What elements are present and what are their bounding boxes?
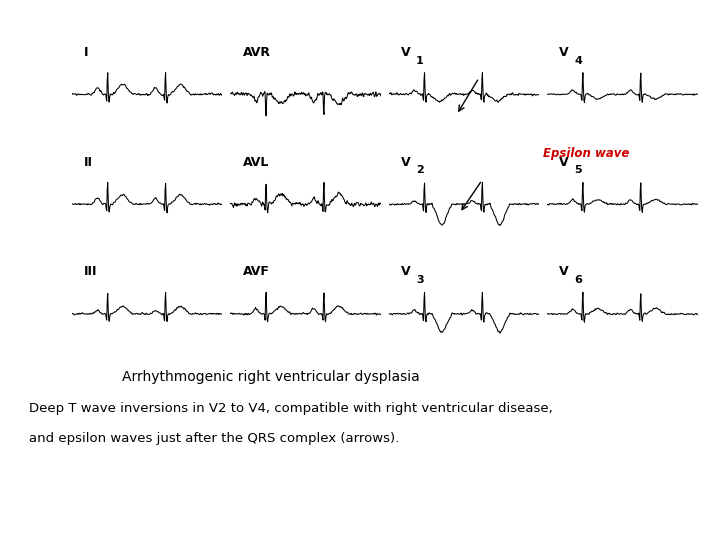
Text: and epsilon waves just after the QRS complex (arrows).: and epsilon waves just after the QRS com… xyxy=(29,432,399,445)
Text: I: I xyxy=(84,46,89,59)
Text: Arrhythmogenic right ventricular dysplasia: Arrhythmogenic right ventricular dysplas… xyxy=(122,370,420,384)
Text: V: V xyxy=(559,266,569,279)
Text: V: V xyxy=(401,46,410,59)
Text: III: III xyxy=(84,266,97,279)
Text: V: V xyxy=(559,156,569,168)
Text: 4: 4 xyxy=(575,56,582,66)
Text: V: V xyxy=(401,266,410,279)
Text: 1: 1 xyxy=(416,56,423,66)
Text: Epsilon wave: Epsilon wave xyxy=(543,147,629,160)
Text: 3: 3 xyxy=(416,275,423,285)
Text: 2: 2 xyxy=(416,165,423,176)
Text: 5: 5 xyxy=(575,165,582,176)
Text: AVR: AVR xyxy=(243,46,271,59)
Text: AVF: AVF xyxy=(243,266,269,279)
Text: V: V xyxy=(559,46,569,59)
Text: V: V xyxy=(401,156,410,168)
Text: II: II xyxy=(84,156,93,168)
Text: 6: 6 xyxy=(575,275,582,285)
Text: Deep T wave inversions in V2 to V4, compatible with right ventricular disease,: Deep T wave inversions in V2 to V4, comp… xyxy=(29,402,552,415)
Text: AVL: AVL xyxy=(243,156,269,168)
